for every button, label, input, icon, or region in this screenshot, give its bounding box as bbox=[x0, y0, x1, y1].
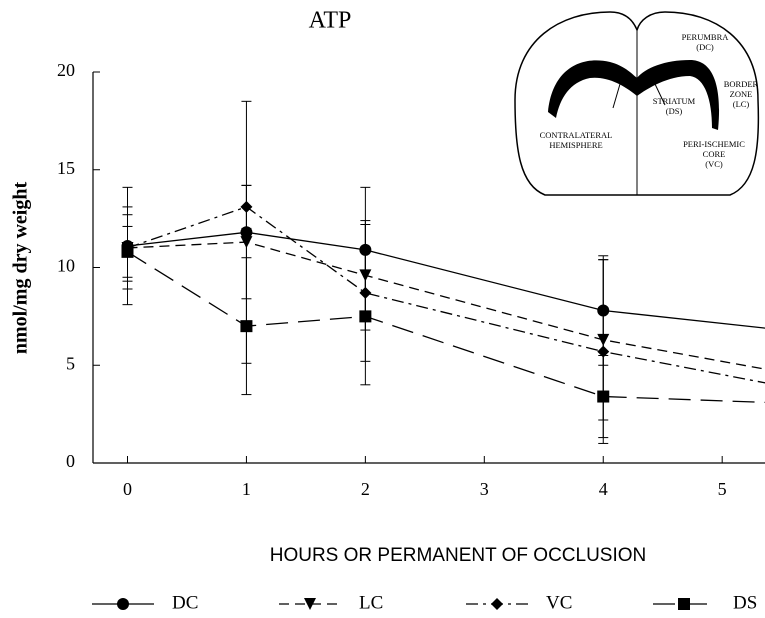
x-tick-label: 4 bbox=[599, 479, 608, 499]
inset-label: (LC) bbox=[733, 99, 750, 109]
corpus-callosum bbox=[548, 60, 720, 130]
legend-label: VC bbox=[546, 592, 572, 613]
inset-label: PERI-ISCHEMIC bbox=[683, 139, 745, 149]
ventricle-lines bbox=[612, 83, 666, 109]
y-tick-label: 20 bbox=[57, 60, 75, 80]
y-tick-label: 15 bbox=[57, 158, 75, 178]
x-axis-label: HOURS OR PERMANENT OF OCCLUSION bbox=[270, 545, 647, 566]
x-tick-label: 5 bbox=[718, 479, 727, 499]
chart-title: ATP bbox=[309, 8, 352, 34]
x-tick-label: 0 bbox=[123, 479, 132, 499]
y-tick-label: 10 bbox=[57, 256, 75, 276]
point bbox=[240, 320, 253, 333]
y-tick-label: 0 bbox=[66, 451, 75, 471]
point bbox=[121, 245, 134, 258]
legend-label: DS bbox=[733, 592, 757, 613]
inset-label: STRIATUM bbox=[653, 96, 696, 106]
series-line bbox=[127, 231, 765, 329]
point bbox=[597, 345, 610, 358]
brain-inset bbox=[514, 11, 760, 196]
y-tick-label: 5 bbox=[66, 353, 75, 373]
legend-marker bbox=[678, 598, 690, 610]
x-tick-label: 1 bbox=[242, 479, 251, 499]
point bbox=[597, 390, 610, 403]
y-axis-label: nmol/mg dry weight bbox=[10, 182, 32, 355]
inset-label: (VC) bbox=[705, 159, 723, 169]
inset-label: CONTRALATERAL bbox=[540, 130, 613, 140]
x-tick-label: 3 bbox=[480, 479, 489, 499]
point bbox=[240, 200, 253, 213]
x-tick-label: 2 bbox=[361, 479, 370, 499]
legend-marker bbox=[304, 598, 316, 610]
inset-label: HEMISPHERE bbox=[549, 140, 602, 150]
legend-marker bbox=[117, 598, 129, 610]
legend-marker bbox=[491, 598, 503, 610]
legend-label: DC bbox=[172, 592, 198, 613]
legend-label: LC bbox=[359, 592, 383, 613]
inset-label: (DS) bbox=[666, 106, 683, 116]
inset-label: PERUMBRA bbox=[682, 32, 730, 42]
series-line bbox=[127, 206, 765, 384]
inset-label: ZONE bbox=[730, 89, 753, 99]
brain-outline bbox=[514, 11, 760, 196]
point bbox=[359, 310, 372, 323]
point bbox=[240, 236, 253, 249]
inset-label: (DC) bbox=[696, 42, 714, 52]
inset-label: CORE bbox=[703, 149, 726, 159]
series-line bbox=[127, 241, 765, 370]
inset-label: BORDER bbox=[724, 79, 759, 89]
series-line bbox=[127, 251, 765, 404]
